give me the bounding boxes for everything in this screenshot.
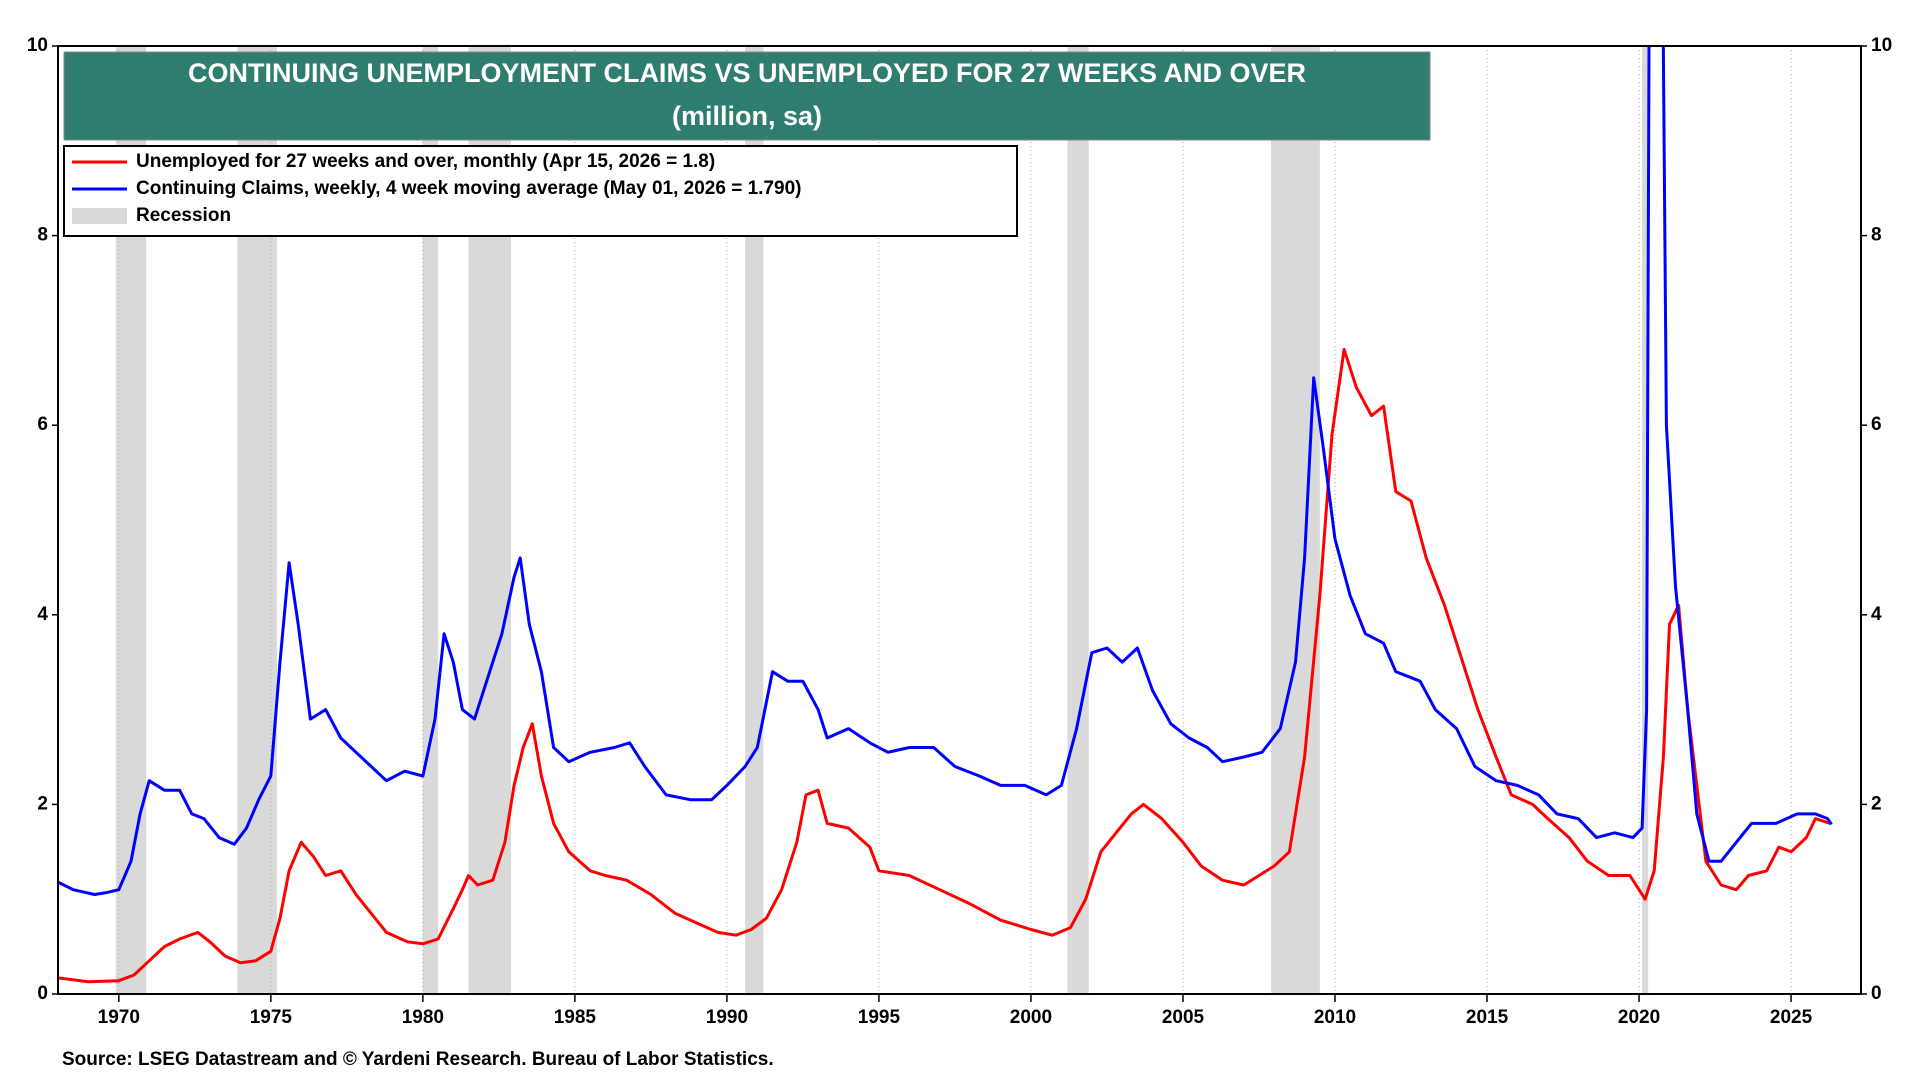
- x-tick-label: 1990: [706, 1007, 748, 1028]
- source-note: Source: LSEG Datastream and © Yardeni Re…: [62, 1049, 774, 1070]
- y2-tick-label: 10: [1871, 35, 1892, 56]
- series-line: [58, 46, 1833, 896]
- plot-frame: [57, 45, 1862, 995]
- y-tick-label: 4: [37, 604, 48, 625]
- y2-tick-label: 0: [1871, 983, 1882, 1004]
- foreground-layer: 1970 1975 1980 1985 1990 1995 2000 2005 2010 2015…: [27, 35, 1892, 1028]
- x-tick-label: 2005: [1162, 1007, 1205, 1028]
- legend-label: Recession: [136, 205, 231, 226]
- legend-box: [63, 145, 1018, 237]
- recession-band: [1642, 46, 1649, 994]
- legend-label: Continuing Claims, weekly, 4 week moving…: [136, 178, 801, 199]
- x-tick-label: 2000: [1010, 1007, 1052, 1028]
- x-tick-label: 1985: [554, 1007, 597, 1028]
- y-tick-label: 0: [37, 983, 48, 1004]
- x-tick-label: 1975: [250, 1007, 293, 1028]
- y-tick-label: 2: [37, 793, 48, 814]
- x-tick-label: 2025: [1770, 1007, 1813, 1028]
- title-box: [63, 51, 1431, 141]
- legend-label: Unemployed for 27 weeks and over, monthl…: [136, 151, 715, 172]
- y2-tick-label: 2: [1871, 793, 1882, 814]
- x-tick-label: 2015: [1466, 1007, 1509, 1028]
- x-tick-label: 2020: [1618, 1007, 1660, 1028]
- y2-tick-label: 6: [1871, 414, 1882, 435]
- y-tick-label: 6: [37, 414, 48, 435]
- y2-tick-label: 4: [1871, 604, 1882, 625]
- x-tick-label: 2010: [1314, 1007, 1356, 1028]
- chart-title: CONTINUING UNEMPLOYMENT CLAIMS VS UNEMPL…: [188, 58, 1306, 88]
- chart-subtitle: (million, sa): [672, 101, 822, 131]
- x-tick-label: 1970: [98, 1007, 140, 1028]
- line-layer: [58, 46, 1833, 984]
- y-tick-label: 10: [27, 35, 48, 56]
- x-tick-label: 1980: [402, 1007, 444, 1028]
- series-line: [58, 347, 1831, 984]
- recession-band: [1271, 46, 1320, 994]
- legend-swatch: [72, 208, 127, 224]
- y-tick-label: 8: [37, 225, 48, 246]
- recession-band: [1067, 46, 1089, 994]
- x-tick-label: 1995: [858, 1007, 901, 1028]
- y2-tick-label: 8: [1871, 225, 1882, 246]
